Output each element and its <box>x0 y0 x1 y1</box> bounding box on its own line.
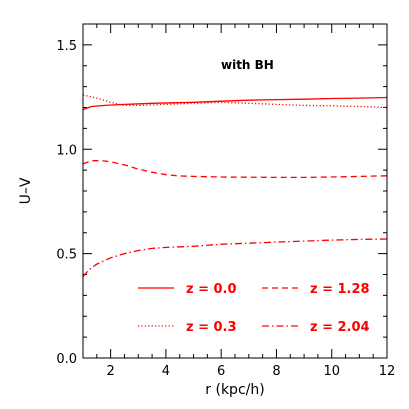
y-tick-label: 0.0 <box>56 352 77 367</box>
ticks-layer: 2 4 6 8 10 12 0.0 0.5 1.0 1.5 <box>56 23 396 379</box>
x-tick-label: 4 <box>162 364 170 379</box>
legend-label-0: z = 0.0 <box>186 282 237 297</box>
series-line-1 <box>82 94 388 109</box>
x-tick-label: 8 <box>272 364 280 379</box>
legend-label-2: z = 1.28 <box>310 282 370 297</box>
y-tick-label: 1.0 <box>56 143 77 158</box>
x-tick-label: 10 <box>323 364 340 379</box>
y-tick-label: 0.5 <box>56 248 77 263</box>
annotation-with-bh: with BH <box>221 58 274 72</box>
series-line-3 <box>82 238 388 278</box>
x-axis-title: r (kpc/h) <box>205 382 264 398</box>
plot-frame <box>82 23 388 359</box>
legend-label-3: z = 2.04 <box>310 320 370 335</box>
x-tick-label: 12 <box>379 364 396 379</box>
y-axis-title: U–V <box>18 177 34 204</box>
x-tick-label: 2 <box>106 364 114 379</box>
series-layer <box>82 94 388 278</box>
legend: z = 0.0 z = 1.28 z = 0.3 z = 2.04 <box>138 282 370 335</box>
legend-label-1: z = 0.3 <box>186 320 237 335</box>
x-tick-label: 6 <box>217 364 225 379</box>
series-line-0 <box>82 96 388 111</box>
y-tick-label: 1.5 <box>56 39 77 54</box>
series-line-2 <box>82 160 388 179</box>
